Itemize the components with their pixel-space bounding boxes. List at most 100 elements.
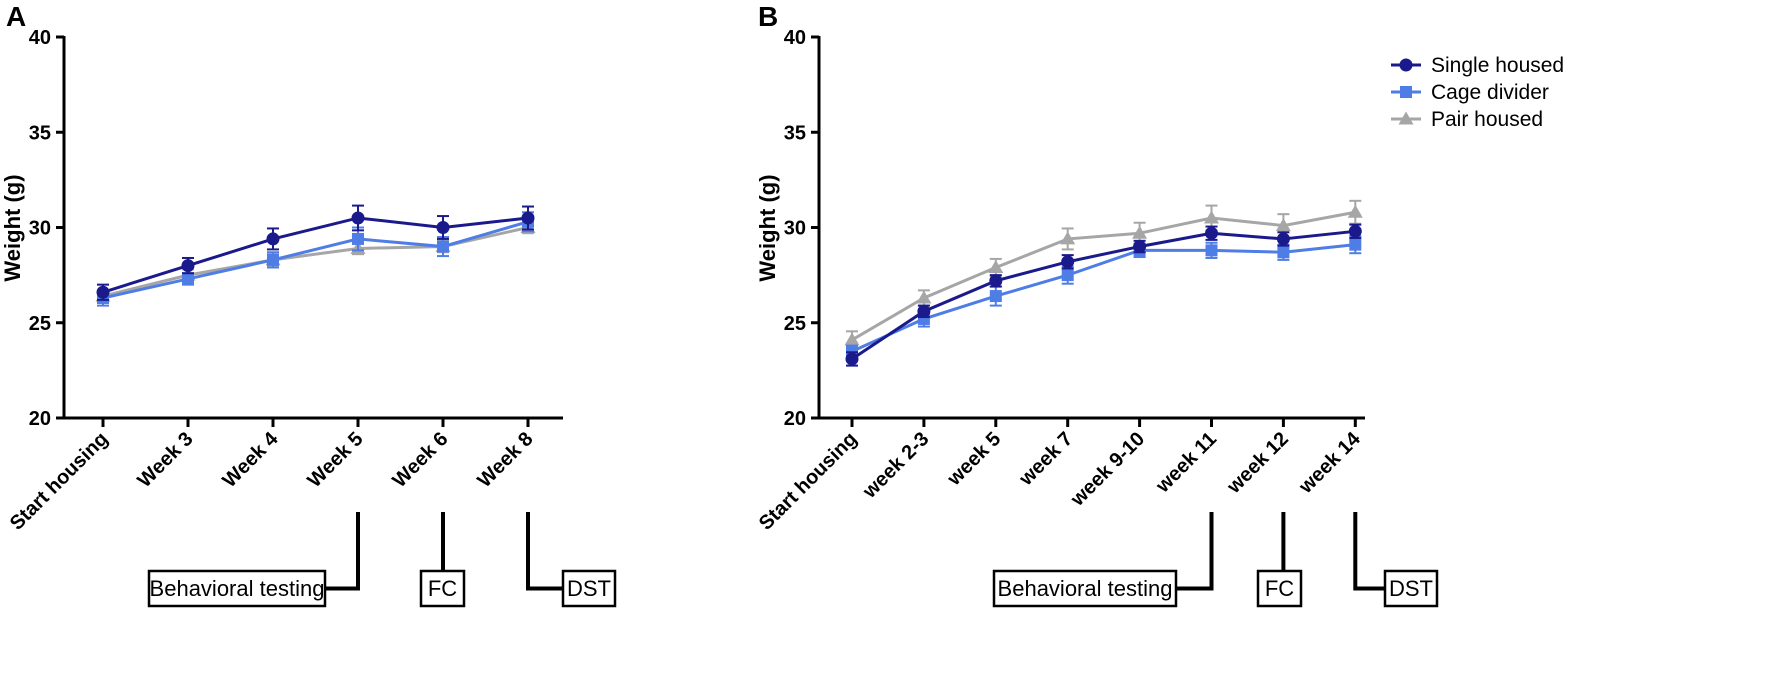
data-point	[96, 285, 110, 299]
y-tick-label: 25	[784, 313, 806, 335]
annotation-fc: FC	[419, 512, 466, 608]
data-point	[989, 290, 1002, 303]
annotation-dst: DST	[1353, 512, 1439, 608]
x-category-label: week 14	[1294, 427, 1365, 498]
annotation-connector	[325, 512, 360, 591]
data-point	[1061, 255, 1075, 269]
data-point	[1061, 269, 1074, 282]
x-category-label: week 9-10	[1066, 428, 1149, 511]
legend-marker	[1399, 58, 1413, 72]
annotation-label: DST	[567, 576, 611, 601]
data-point	[1347, 204, 1363, 218]
data-point	[266, 232, 280, 246]
y-tick-label: 40	[784, 27, 806, 49]
data-point	[351, 211, 365, 225]
annotation-dst: DST	[526, 512, 617, 608]
data-point	[436, 221, 450, 234]
panel-label: B	[758, 1, 778, 32]
annotation-connector	[1176, 512, 1214, 591]
x-category-label: week 5	[943, 428, 1006, 491]
x-category-label: Week 4	[218, 427, 283, 492]
annotation-box	[1383, 569, 1439, 608]
legend-marker	[1400, 86, 1412, 98]
x-category-label: Start housing	[755, 428, 862, 535]
y-axis-label: Weight (g)	[0, 174, 25, 281]
legend-marker	[1398, 111, 1414, 125]
data-point	[917, 304, 931, 318]
data-point	[1349, 238, 1362, 251]
y-tick-label: 35	[29, 122, 51, 144]
x-category-label: Week 5	[303, 428, 367, 492]
annotation-label: Behavioral testing	[150, 576, 325, 601]
data-point	[181, 259, 195, 273]
series-line	[102, 216, 529, 294]
data-point	[844, 332, 860, 346]
legend: Single housed Cage divider Pair housed	[1391, 54, 1564, 131]
annotation-box	[419, 569, 466, 608]
data-point	[1275, 218, 1291, 232]
annotation-box	[992, 569, 1178, 608]
annotation-box	[147, 569, 327, 608]
legend-label: Pair housed	[1431, 108, 1543, 131]
series-line	[851, 210, 1356, 342]
panel-a: A Weight (g) 20 25 30 35 40 Start housing Week 3…	[0, 1, 617, 608]
annotation-behavioral-testing: Behavioral testing	[992, 512, 1214, 608]
data-point	[1348, 224, 1362, 238]
data-point	[916, 290, 932, 304]
series-single-housed	[96, 204, 535, 301]
annotation-box	[561, 569, 617, 608]
data-point	[1060, 231, 1076, 245]
annotation-label: FC	[428, 576, 457, 601]
series-line	[102, 226, 529, 298]
annotation-label: FC	[1265, 576, 1294, 601]
data-point	[1205, 244, 1218, 257]
legend-label: Cage divider	[1431, 81, 1549, 104]
series-line	[851, 229, 1356, 361]
annotation-behavioral-testing: Behavioral testing	[147, 512, 360, 608]
y-tick-label: 35	[784, 122, 806, 144]
y-tick-label: 30	[784, 218, 806, 240]
annotation-connector	[1353, 512, 1385, 591]
annotation-label: DST	[1389, 576, 1433, 601]
data-point	[521, 211, 535, 225]
series-single-housed	[845, 223, 1362, 367]
x-category-label: week 12	[1222, 428, 1293, 499]
series-line	[851, 243, 1356, 353]
annotation-box	[1256, 569, 1303, 608]
data-point	[989, 274, 1003, 288]
data-point	[352, 232, 364, 245]
series-cage-divider	[97, 211, 534, 307]
data-point	[1204, 210, 1219, 224]
y-tick-label: 30	[29, 218, 51, 240]
x-category-label: Start housing	[6, 428, 113, 535]
panel-label: A	[6, 1, 26, 32]
x-category-label: Week 8	[473, 428, 537, 492]
data-point	[267, 253, 279, 266]
annotation-fc: FC	[1256, 512, 1303, 608]
y-tick-label: 25	[29, 313, 51, 335]
annotation-label: Behavioral testing	[998, 576, 1173, 601]
x-category-label: week 7	[1015, 428, 1078, 491]
x-category-label: week 2-3	[858, 428, 933, 503]
data-point	[1132, 225, 1148, 239]
data-point	[845, 352, 859, 366]
series-line	[102, 220, 529, 300]
data-point	[1276, 232, 1290, 246]
data-point	[1205, 226, 1218, 240]
y-tick-label: 40	[29, 27, 51, 49]
legend-label: Single housed	[1431, 54, 1564, 77]
annotation-connector	[526, 512, 563, 591]
x-category-label: week 11	[1151, 428, 1221, 498]
series-pair-housed	[95, 220, 536, 303]
data-point	[182, 272, 194, 285]
x-category-label: Week 3	[133, 428, 197, 492]
data-point	[988, 260, 1004, 274]
data-point	[1277, 246, 1290, 259]
y-axis-label: Weight (g)	[755, 174, 780, 281]
y-tick-label: 20	[29, 408, 51, 430]
data-point	[437, 240, 449, 253]
y-tick-label: 20	[784, 408, 806, 430]
data-point	[1133, 240, 1147, 254]
